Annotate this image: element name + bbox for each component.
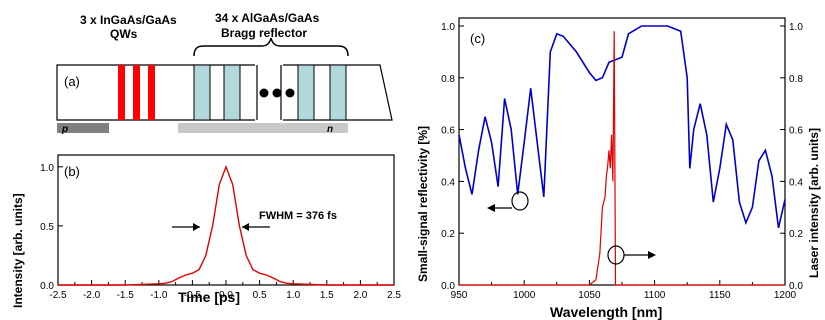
y-tick-label: 0.0 — [40, 281, 54, 292]
y-tick-label-right: 0.2 — [789, 229, 803, 240]
left-axis-marker — [487, 191, 529, 212]
x-tick-label: 0.5 — [253, 290, 267, 301]
x-tick-label: -1.0 — [150, 290, 168, 301]
y-tick-label: 0.5 — [40, 222, 54, 233]
y-tick-label-left: 0.6 — [441, 126, 455, 137]
y-tick-label-left: 1.0 — [441, 22, 455, 33]
quantum-well-3 — [148, 65, 155, 120]
dbr-title-line2: Bragg reflector — [221, 26, 307, 40]
fwhm-annotation: FWHM = 376 fs — [259, 210, 337, 222]
panel-a-device-schematic: 3 x InGaAs/GaAs QWs 34 x AlGaAs/GaAs Bra… — [56, 11, 393, 135]
quantum-well-2 — [133, 65, 140, 120]
p-label: p — [61, 124, 68, 135]
bragg-layer — [297, 64, 315, 121]
x-tick-label: 1050 — [578, 290, 601, 301]
x-tick-label: 0.0 — [219, 290, 233, 301]
qw-title-line2: QWs — [110, 27, 138, 41]
n-label: n — [327, 124, 333, 135]
qw-title-line1: 3 x InGaAs/GaAs — [80, 13, 177, 27]
x-tick-label: 1150 — [709, 290, 731, 301]
y-tick-label-right: 1.0 — [789, 22, 803, 33]
x-tick-label: 2.0 — [353, 290, 367, 301]
right-axis-marker — [607, 245, 656, 265]
panel-c-ylabel-left: Small-signal reflectivity [%] — [416, 126, 430, 282]
dbr-title-line1: 34 x AlGaAs/GaAs — [215, 11, 320, 25]
x-tick-label: -1.5 — [117, 290, 135, 301]
x-tick-label: 1000 — [513, 290, 536, 301]
ellipsis-dot — [272, 88, 282, 98]
n-region-bar — [178, 123, 348, 133]
x-tick-label: 1200 — [774, 290, 797, 301]
y-tick-label-left: 0.0 — [441, 281, 455, 292]
panel-a-label: (a) — [64, 74, 80, 89]
panel-c-ylabel-right: Laser intensity [arb. units] — [807, 128, 821, 278]
y-tick-label-left: 0.2 — [441, 229, 455, 240]
x-tick-label: 950 — [451, 290, 468, 301]
panel-b-label: (b) — [64, 164, 80, 179]
y-tick-label-right: 0.8 — [789, 74, 803, 85]
pulse-curve — [58, 164, 394, 286]
ellipsis-dot — [285, 88, 295, 98]
y-tick-label-right: 0.6 — [789, 126, 803, 137]
x-tick-label: 1100 — [644, 290, 666, 301]
dbr-brace — [193, 37, 349, 57]
x-tick-label: -2.5 — [49, 290, 67, 301]
bragg-layer — [223, 64, 241, 121]
panel-c-xlabel: Wavelength [nm] — [550, 304, 662, 320]
p-contact-bar — [57, 123, 109, 133]
panel-b-xlabel: Time [ps] — [178, 289, 240, 305]
ellipsis-dot — [259, 88, 269, 98]
panel-c-label: (c) — [470, 31, 485, 46]
laser-spectrum-curve — [459, 31, 785, 286]
bragg-layer — [329, 64, 347, 121]
y-tick-label-right: 0.4 — [789, 177, 803, 188]
x-tick-label: -2.0 — [83, 290, 101, 301]
y-tick-label-left: 0.4 — [441, 177, 455, 188]
panel-c-spectrum-chart: (c) 950 1000 1050 1100 1150 12000.00.20.40.60… — [416, 17, 821, 320]
fwhm-arrows — [172, 223, 270, 231]
panel-c-frame — [458, 17, 786, 286]
panel-b-ylabel: Intensity [arb. units] — [11, 193, 25, 308]
reflectivity-curve — [458, 25, 786, 229]
x-tick-label: 1.0 — [286, 290, 300, 301]
y-tick-label: 1.0 — [40, 163, 54, 174]
x-tick-label: 1.5 — [320, 290, 334, 301]
panel-b-pulse-chart: (b) -2.5 -2.0 -1.5 -1.0 -0.5 0.0 0.5 1.0 1.5 2.0 2… — [11, 154, 401, 308]
y-tick-label-right: 0.0 — [789, 281, 803, 292]
quantum-well-1 — [118, 65, 125, 120]
y-tick-label-left: 0.8 — [441, 74, 455, 85]
panel-b-frame — [57, 154, 395, 286]
bragg-layer — [193, 64, 211, 121]
x-tick-label: 2.5 — [387, 290, 401, 301]
x-tick-label: -0.5 — [184, 290, 202, 301]
